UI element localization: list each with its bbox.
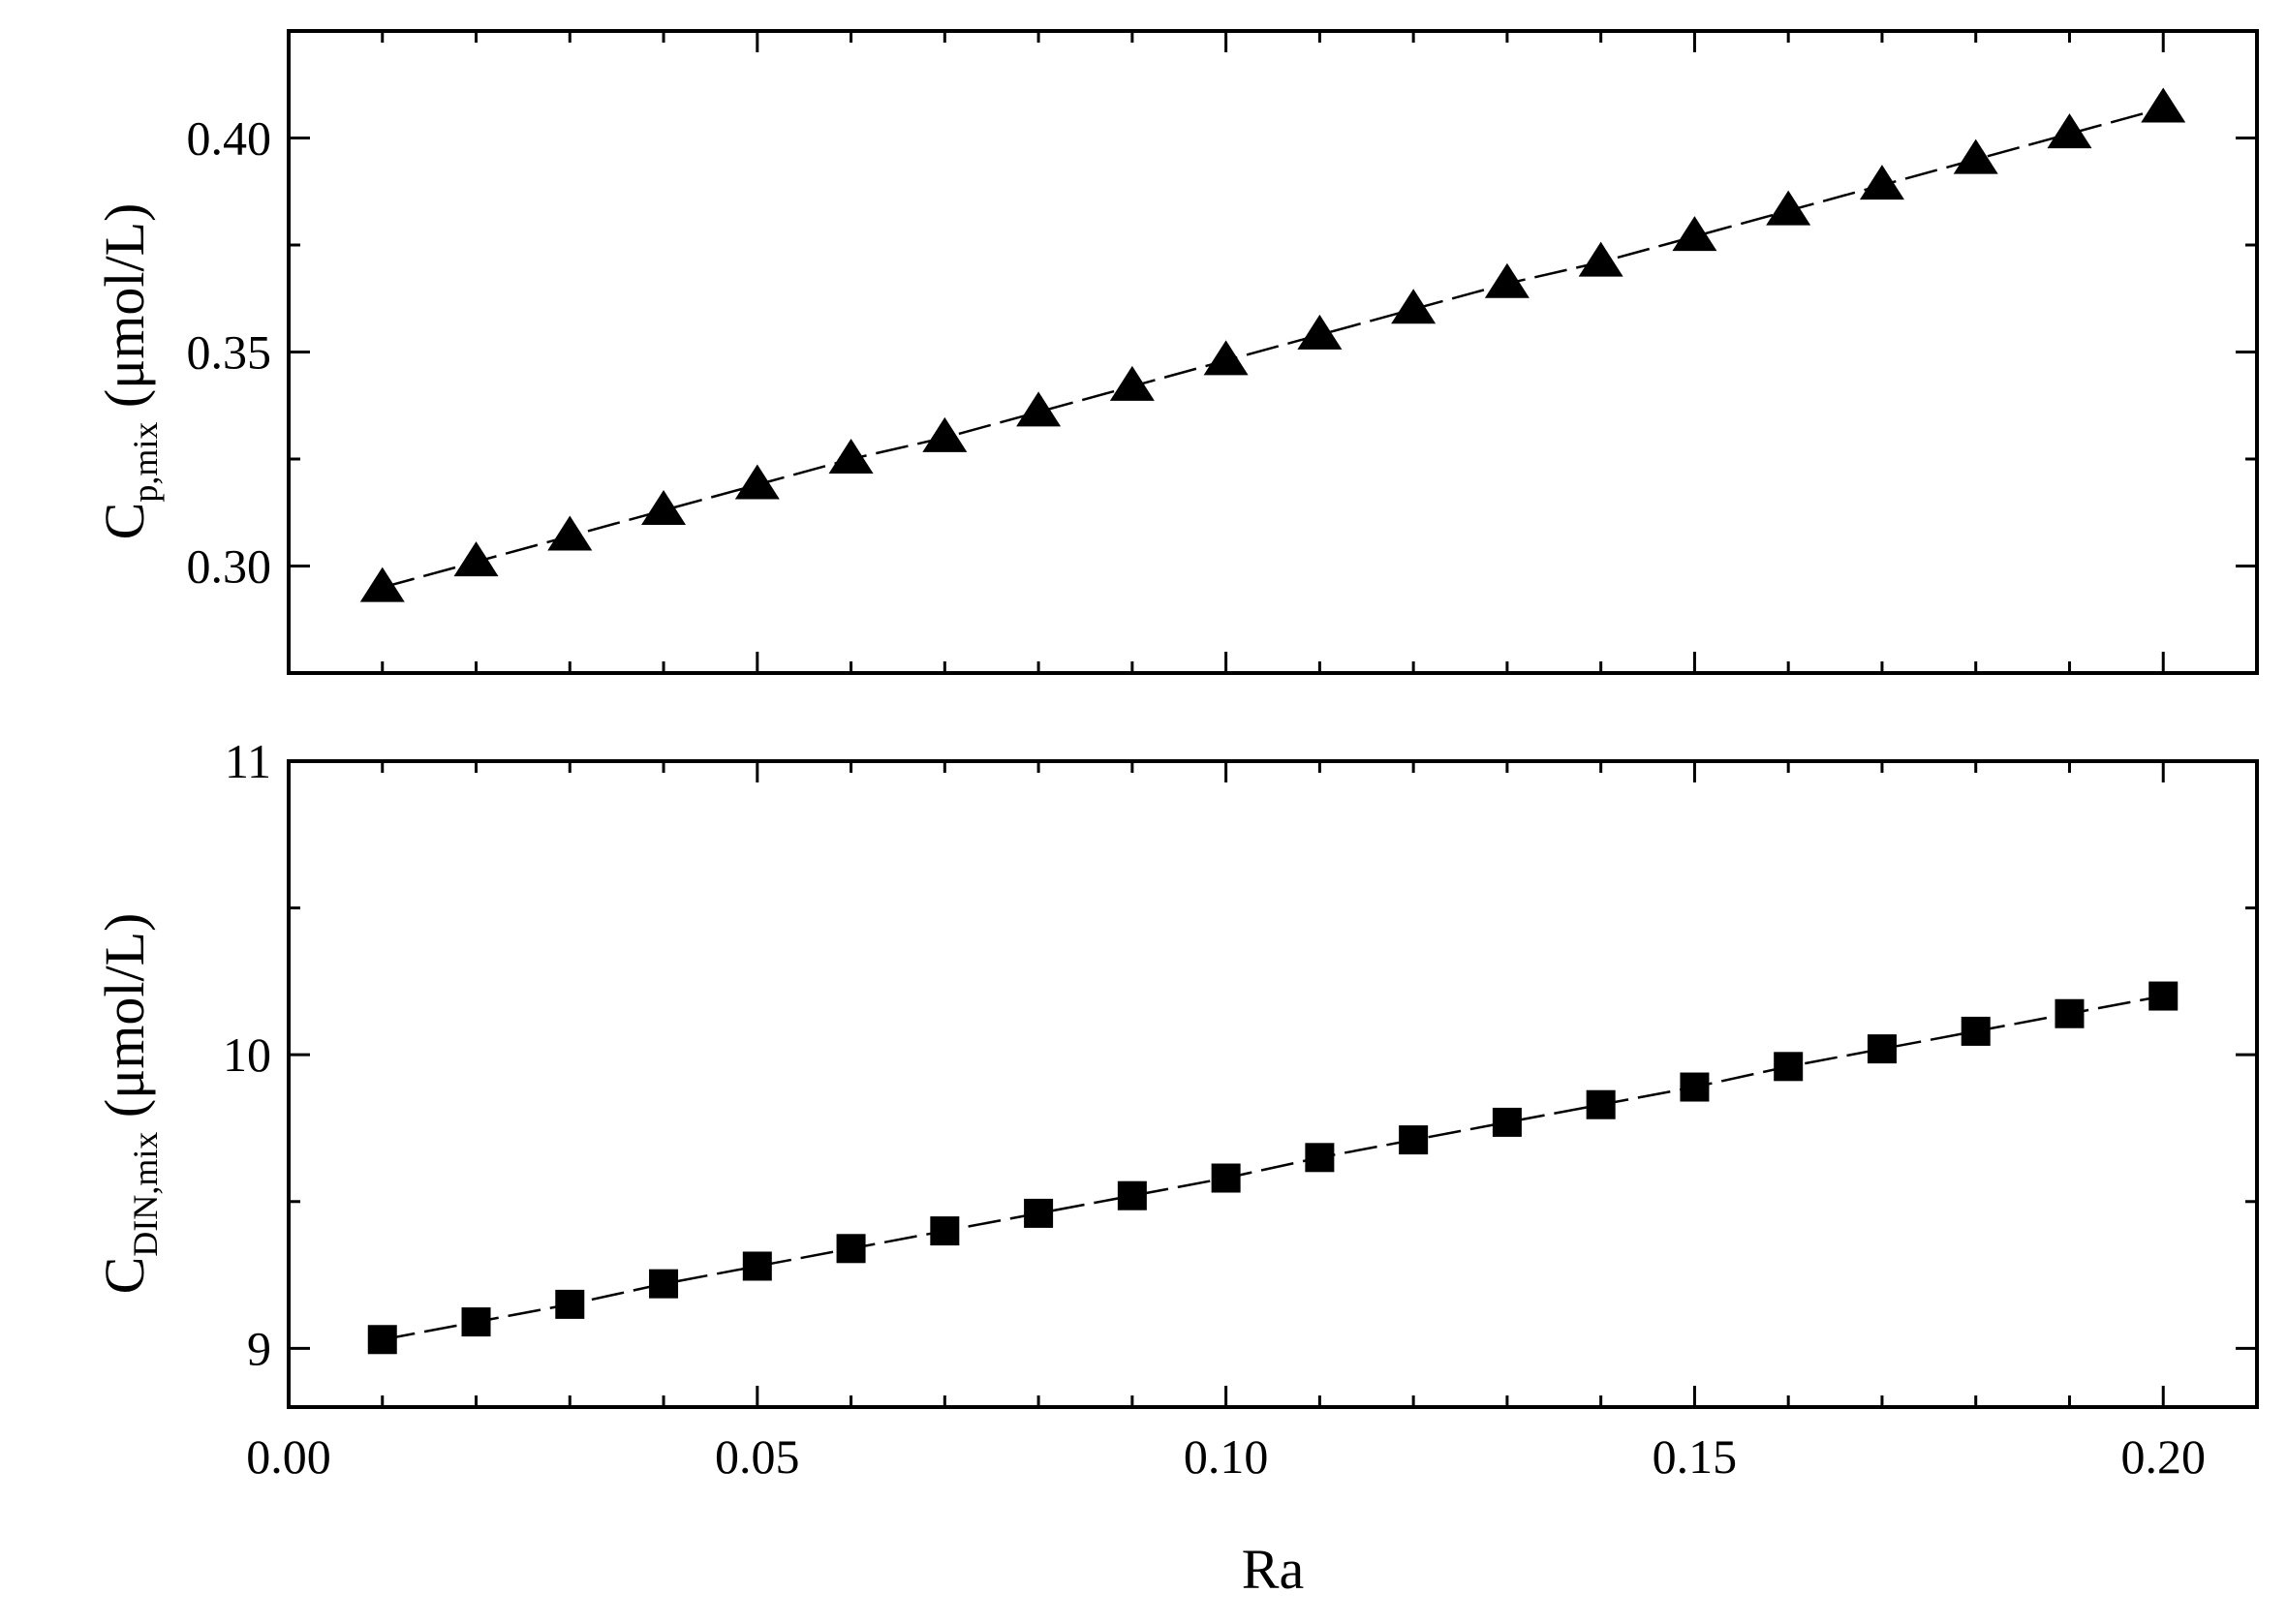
data-point xyxy=(1399,1125,1429,1155)
data-point xyxy=(1211,1163,1241,1193)
data-point xyxy=(1953,138,1998,174)
data-point xyxy=(734,464,780,500)
data-point xyxy=(1024,1198,1054,1228)
data-point xyxy=(1766,190,1811,226)
data-point xyxy=(1297,314,1343,350)
y-axis-title-unit: (μmol/L) xyxy=(93,913,156,1132)
data-point xyxy=(1672,216,1717,252)
x-tick-label: 0.10 xyxy=(1184,1429,1269,1484)
y-axis-title-main: C xyxy=(93,503,156,540)
data-point xyxy=(1109,365,1155,401)
y-axis-title-main: C xyxy=(93,1257,156,1295)
data-point xyxy=(1016,391,1062,427)
data-point xyxy=(1391,289,1437,324)
data-point xyxy=(1586,1089,1616,1119)
data-point xyxy=(1961,1016,1991,1046)
y-tick-label: 0.35 xyxy=(187,325,272,380)
x-axis-title: Ra xyxy=(1242,1538,1304,1601)
data-point xyxy=(2141,87,2186,123)
data-point xyxy=(922,416,968,452)
plot-frame xyxy=(287,759,2259,1409)
data-point xyxy=(641,490,687,526)
y-tick-label: 0.40 xyxy=(187,111,272,166)
data-point xyxy=(2047,113,2092,149)
data-point xyxy=(461,1307,491,1337)
data-point xyxy=(930,1216,960,1246)
y-tick-label: 9 xyxy=(247,1321,271,1375)
panel-bottom: 9 10 11 0.00 0.05 0.10 0.15 0.20 Ra CDIN,mix (μmo… xyxy=(93,734,2259,1601)
data-point xyxy=(1305,1143,1335,1173)
data-point xyxy=(828,439,874,474)
data-point xyxy=(1117,1180,1147,1210)
y-tick-label: 0.30 xyxy=(187,539,272,594)
data-point xyxy=(1484,262,1530,298)
data-point xyxy=(453,541,499,577)
y-axis-title-unit: (μmol/L) xyxy=(93,203,156,422)
data-point xyxy=(2148,981,2179,1011)
y-tick-label: 11 xyxy=(225,734,271,788)
data-point xyxy=(1203,340,1249,376)
plot-frame xyxy=(287,29,2259,675)
x-tick-label: 0.00 xyxy=(246,1429,331,1484)
series-line xyxy=(382,995,2164,1341)
y-axis-title: CDIN,mix (μmol/L) xyxy=(93,913,165,1295)
x-tick-label: 0.15 xyxy=(1653,1429,1738,1484)
x-tick-label: 0.20 xyxy=(2120,1429,2206,1484)
data-point xyxy=(1680,1072,1710,1102)
y-tick-label: 10 xyxy=(223,1027,271,1082)
data-point xyxy=(555,1289,585,1319)
y-axis-title-sub: p,mix xyxy=(126,422,165,503)
data-point xyxy=(1774,1052,1804,1082)
data-point xyxy=(649,1269,679,1299)
x-tick-label: 0.05 xyxy=(715,1429,800,1484)
data-point xyxy=(742,1251,772,1281)
y-axis-title: Cp,mix (μmol/L) xyxy=(93,203,165,540)
y-axis-title-sub: DIN,mix xyxy=(126,1132,165,1257)
data-point xyxy=(1578,241,1623,277)
data-point xyxy=(2055,998,2085,1028)
data-point xyxy=(359,567,405,602)
data-point xyxy=(836,1234,866,1264)
data-point xyxy=(1867,1034,1897,1064)
data-point xyxy=(367,1325,397,1355)
panel-top: 0.30 0.35 0.40 Cp,mix (μmol/L) xyxy=(93,29,2259,675)
data-point xyxy=(1492,1107,1522,1137)
data-point xyxy=(547,515,593,551)
data-point xyxy=(1859,165,1904,200)
